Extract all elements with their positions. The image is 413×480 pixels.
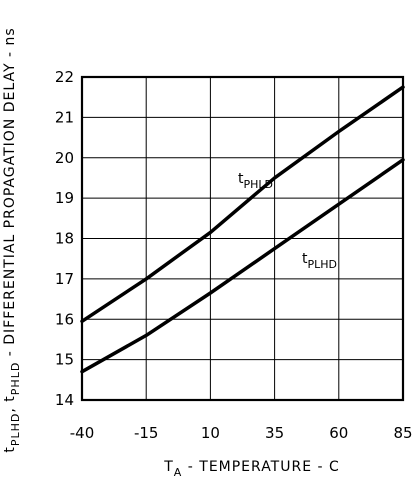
y-axis-label-s1: PLHD: [9, 413, 22, 447]
y-axis-label-p1: t: [2, 446, 18, 453]
x-tick-label: 85: [393, 424, 412, 442]
y-axis-label-rest: - DIFFERENTIAL PROPAGATION DELAY - ns: [2, 27, 18, 361]
y-tick-label: 17: [55, 270, 74, 288]
y-tick-label: 21: [55, 108, 74, 126]
x-tick-label: -15: [134, 424, 159, 442]
series-line-phld: [80, 85, 405, 324]
x-tick-labels: -40 -15 10 35 60 85: [70, 424, 413, 442]
x-tick-label: -40: [70, 424, 95, 442]
series-label-phld: tPHLD: [238, 171, 273, 191]
x-tick-label: 10: [201, 424, 220, 442]
y-tick-label: 16: [55, 310, 74, 328]
y-tick-label: 20: [55, 149, 74, 167]
x-tick-label: 60: [329, 424, 348, 442]
series-lines: [80, 85, 405, 374]
series-label-plhd: tPLHD: [302, 251, 337, 271]
x-axis-label-sub: A: [174, 466, 183, 479]
y-tick-labels: 14 15 16 17 18 19 20 21 22: [55, 68, 74, 409]
y-tick-label: 19: [55, 189, 74, 207]
y-axis-label: tPLHD, tPHLD - DIFFERENTIAL PROPAGATION …: [2, 27, 22, 452]
y-tick-label: 14: [55, 391, 74, 409]
series-line-plhd: [80, 158, 405, 374]
y-axis-label-s2: PHLD: [9, 362, 22, 396]
x-axis-label-main: T: [163, 459, 174, 475]
x-axis-label: TA - TEMPERATURE - C: [163, 459, 340, 479]
y-axis-label-p2: , t: [2, 395, 18, 412]
x-tick-label: 35: [265, 424, 284, 442]
series-label-main: t: [238, 171, 244, 187]
grid: [81, 76, 404, 401]
x-axis-label-rest: - TEMPERATURE - C: [182, 459, 339, 475]
plot-frame: [80, 75, 405, 402]
y-tick-label: 15: [55, 351, 74, 369]
y-tick-label: 18: [55, 230, 74, 248]
y-tick-label: 22: [55, 68, 74, 86]
series-label-main: t: [302, 251, 308, 267]
series-label-sub: PLHD: [308, 258, 338, 271]
series-label-sub: PHLD: [244, 178, 274, 191]
